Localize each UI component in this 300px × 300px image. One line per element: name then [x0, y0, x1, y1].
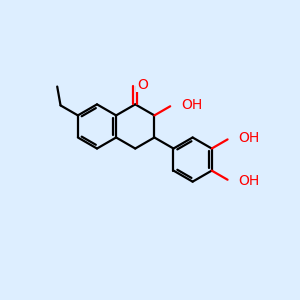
Text: O: O — [137, 78, 148, 92]
Text: OH: OH — [182, 98, 203, 112]
Text: OH: OH — [239, 131, 260, 145]
Text: OH: OH — [239, 174, 260, 188]
